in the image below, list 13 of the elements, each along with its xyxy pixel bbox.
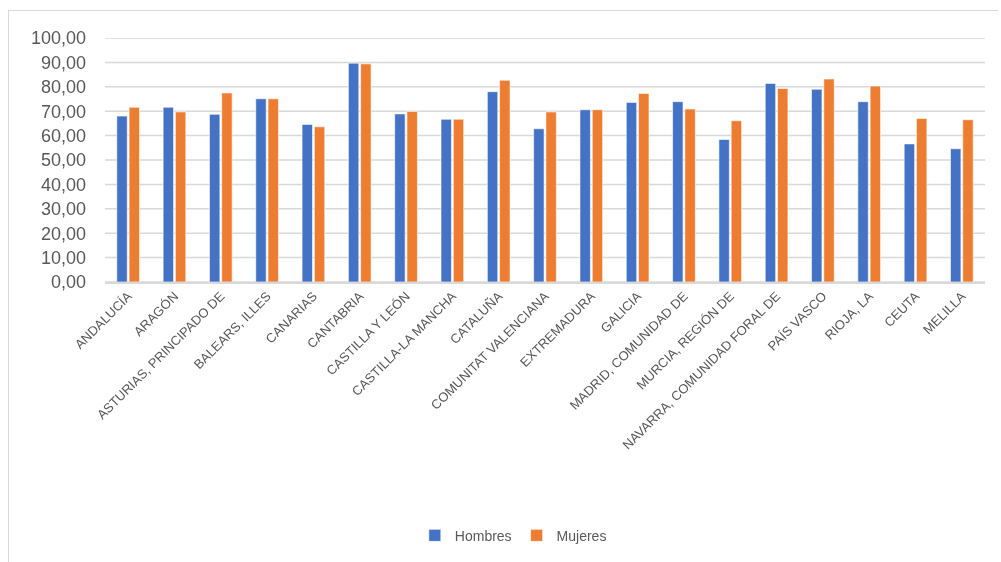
y-tick-label: 50,00 — [40, 150, 86, 171]
y-tick-label: 0,00 — [50, 272, 86, 293]
y-tick-label: 20,00 — [40, 223, 86, 244]
y-tick-label: 30,00 — [40, 199, 86, 220]
y-tick-label: 40,00 — [40, 174, 86, 195]
y-tick-label: 80,00 — [40, 77, 86, 98]
legend-label: Mujeres — [556, 527, 607, 544]
y-tick-label: 100,00 — [30, 28, 86, 49]
y-tick-label: 60,00 — [40, 125, 86, 146]
y-tick-label: 70,00 — [40, 101, 86, 122]
legend-label: Hombres — [454, 527, 512, 544]
y-tick-label: 10,00 — [40, 247, 86, 268]
y-tick-label: 90,00 — [40, 52, 86, 73]
